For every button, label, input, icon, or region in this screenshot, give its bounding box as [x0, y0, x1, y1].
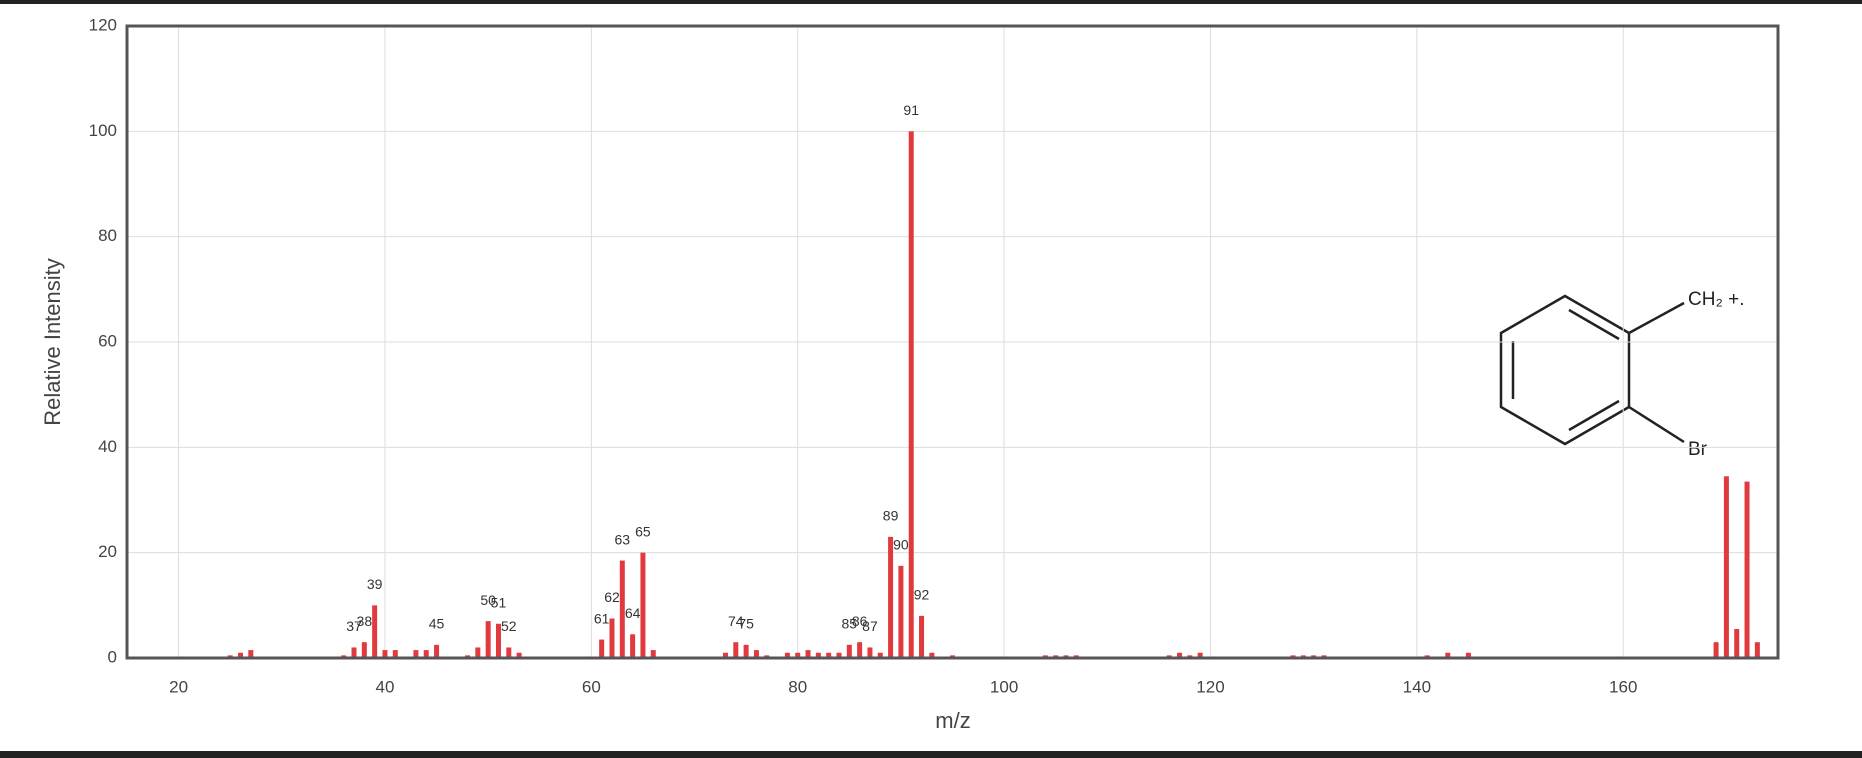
bar [898, 565, 904, 658]
y-tick-label: 60 [98, 331, 117, 350]
peak-label: 38 [357, 613, 373, 629]
y-tick-label: 40 [98, 437, 117, 456]
bar [413, 650, 419, 658]
bar [392, 650, 398, 658]
bar [372, 605, 378, 658]
x-tick-label: 160 [1609, 677, 1637, 696]
bar [888, 536, 894, 658]
peak-label: 75 [738, 616, 754, 632]
y-tick-label: 20 [98, 542, 117, 561]
bar [475, 647, 481, 658]
peak-label: 91 [903, 102, 919, 118]
y-tick-label: 120 [89, 15, 117, 34]
annotation: CH₂ +. [1688, 289, 1744, 310]
y-tick-label: 0 [108, 647, 117, 666]
peak-label: 61 [594, 610, 610, 626]
double-bond [1568, 308, 1620, 341]
bar [238, 652, 244, 658]
bar [733, 642, 739, 658]
peak-label: 87 [862, 618, 878, 634]
peak-label: 89 [883, 508, 899, 524]
x-tick-label: 60 [582, 677, 601, 696]
peak-label: 63 [615, 531, 631, 547]
peak-label: 50 [480, 592, 496, 608]
peak-label: 74 [728, 613, 744, 629]
top-edge [0, 0, 1862, 4]
bar [650, 650, 656, 658]
bar [351, 647, 357, 658]
bar [506, 647, 512, 658]
peak-label: 86 [852, 613, 868, 629]
bar [846, 644, 852, 658]
x-tick-label: 140 [1403, 677, 1431, 696]
x-tick-label: 120 [1196, 677, 1224, 696]
x-tick-label: 80 [788, 677, 807, 696]
x-tick-label: 20 [169, 677, 188, 696]
bar [1754, 642, 1760, 658]
bar [826, 652, 832, 658]
bar [1723, 476, 1729, 658]
bar [423, 650, 429, 658]
bottom-edge [0, 751, 1862, 758]
bar [1445, 652, 1451, 658]
x-tick-label: 40 [376, 677, 395, 696]
peak-label: 62 [604, 589, 620, 605]
peak-label: 90 [893, 537, 909, 553]
peak-label: 52 [501, 618, 517, 634]
bar [795, 652, 801, 658]
bar [919, 615, 925, 658]
peak-label: 39 [367, 576, 383, 592]
bar [640, 552, 646, 658]
peak-label: 37 [346, 618, 362, 634]
bar [630, 634, 636, 658]
peak-label: 51 [491, 594, 507, 610]
peak-label: 85 [842, 616, 858, 632]
bar [382, 650, 388, 658]
bar [877, 652, 883, 658]
benzene-ring [1499, 294, 1631, 446]
bar [516, 652, 522, 658]
bar [722, 652, 728, 658]
bar [784, 652, 790, 658]
bar [815, 652, 821, 658]
peak-label: 45 [429, 616, 445, 632]
bar [836, 652, 842, 658]
annotation: Br [1688, 439, 1708, 460]
bar [805, 650, 811, 658]
bar [248, 650, 254, 658]
bar [1465, 652, 1471, 658]
bar [753, 650, 759, 658]
bar [495, 623, 501, 658]
bar [929, 652, 935, 658]
bar [1744, 481, 1750, 658]
bar [609, 618, 615, 658]
structure [1499, 294, 1685, 446]
x-axis-label: m/z [935, 708, 970, 733]
bar [599, 639, 605, 658]
y-axis-label: Relative Intensity [40, 258, 65, 426]
bar [908, 131, 914, 659]
peak-label: 64 [625, 605, 641, 621]
bar [867, 647, 873, 658]
bar [1177, 652, 1183, 658]
bar [857, 642, 863, 658]
x-tick-label: 100 [990, 677, 1018, 696]
plot-frame [125, 24, 1780, 660]
peak-label: 65 [635, 523, 651, 539]
bar [1713, 642, 1719, 658]
bar [485, 621, 491, 658]
bond [1628, 405, 1685, 444]
bar [1197, 652, 1203, 658]
bar [743, 644, 749, 658]
y-tick-label: 100 [89, 121, 117, 140]
y-tick-label: 80 [98, 226, 117, 245]
bond [1628, 301, 1685, 335]
peak-label: 92 [914, 587, 930, 603]
bar [1734, 629, 1740, 658]
bar [619, 560, 625, 658]
bar [361, 642, 367, 658]
double-bond [1568, 399, 1620, 432]
bar [434, 644, 440, 658]
